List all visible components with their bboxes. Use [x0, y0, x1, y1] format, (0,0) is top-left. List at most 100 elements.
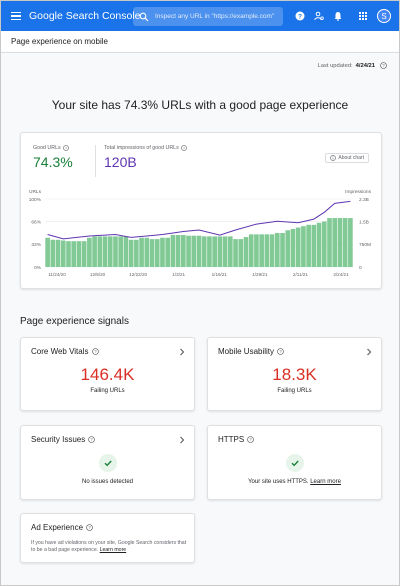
- page-experience-headline: Your site has 74.3% URLs with a good pag…: [51, 98, 349, 112]
- apps-grid-icon[interactable]: [358, 11, 368, 21]
- cwv-failing-label: Failing URLs: [90, 388, 125, 394]
- about-chart-button[interactable]: About chart: [325, 153, 369, 163]
- menu-icon[interactable]: [11, 12, 21, 20]
- help-circle-icon[interactable]: ?: [91, 348, 99, 355]
- left-tick-label: 33%: [31, 242, 41, 248]
- manage-users-icon[interactable]: [314, 11, 324, 21]
- mobile-failing-count: 18.3K: [272, 365, 317, 384]
- bar: [233, 239, 238, 267]
- help-circle-icon[interactable]: ?: [88, 436, 96, 443]
- good-urls-metric[interactable]: Good URLs ? 74.3%: [33, 145, 73, 170]
- bar: [170, 235, 176, 267]
- search-input[interactable]: [155, 13, 283, 20]
- bar: [327, 218, 332, 267]
- bar: [238, 239, 244, 267]
- bar: [97, 236, 103, 267]
- chevron-right-icon[interactable]: [179, 348, 185, 356]
- bar: [348, 218, 353, 267]
- chevron-right-icon[interactable]: [179, 436, 185, 444]
- bar: [259, 234, 264, 267]
- help-icon[interactable]: ?: [295, 11, 305, 21]
- svg-text:?: ?: [382, 63, 385, 68]
- bar: [280, 233, 285, 267]
- svg-text:?: ?: [279, 349, 282, 354]
- bar: [45, 237, 50, 267]
- last-updated-value: 4/24/21: [355, 62, 375, 69]
- security-issues-title: Security Issues: [31, 435, 86, 444]
- impressions-label: Total impressions of good URLs: [104, 145, 179, 151]
- check-icon: [98, 454, 117, 472]
- bar: [306, 224, 311, 267]
- help-circle-icon[interactable]: ?: [86, 524, 93, 531]
- ad-experience-description: If you have ad violations on your site, …: [31, 540, 189, 555]
- ad-experience-text: If you have ad violations on your site, …: [31, 540, 187, 554]
- bar: [254, 234, 259, 267]
- core-web-vitals-card[interactable]: Core Web Vitals ? 146.4K Failing URLs: [20, 337, 195, 411]
- bar: [118, 236, 124, 267]
- svg-text:?: ?: [298, 13, 302, 20]
- page-header: Page experience on mobile: [1, 31, 399, 53]
- bar: [102, 236, 108, 267]
- core-web-vitals-title: Core Web Vitals: [31, 347, 89, 356]
- bar: [243, 237, 249, 267]
- check-icon: [285, 454, 304, 472]
- help-circle-icon[interactable]: ?: [180, 145, 187, 151]
- bar: [123, 236, 129, 267]
- ad-learn-more-link[interactable]: Learn more: [99, 547, 127, 554]
- last-updated-label: Last updated:: [317, 62, 353, 69]
- good-urls-value: 74.3%: [33, 154, 73, 170]
- bar: [175, 235, 181, 267]
- bar: [285, 230, 291, 267]
- help-circle-icon[interactable]: ?: [277, 348, 284, 355]
- bar: [301, 226, 306, 267]
- bar: [196, 235, 202, 267]
- bar: [55, 239, 61, 267]
- notifications-icon[interactable]: [333, 11, 343, 21]
- ad-experience-card: Ad Experience ? If you have ad violation…: [20, 513, 195, 563]
- right-tick-label: 2.3B: [359, 197, 369, 203]
- search-icon: [139, 12, 149, 21]
- x-tick-label: 1/3/21: [172, 272, 185, 277]
- url-inspection-search[interactable]: [133, 7, 283, 26]
- bar: [269, 234, 275, 267]
- help-circle-icon[interactable]: ?: [380, 62, 387, 69]
- bar: [311, 224, 317, 267]
- bar: [92, 236, 97, 267]
- right-axis-title: Impressions: [345, 189, 371, 195]
- security-issues-card[interactable]: Security Issues ? No issues detected: [20, 425, 195, 500]
- chevron-right-icon[interactable]: [366, 348, 372, 356]
- left-tick-label: 66%: [31, 219, 41, 225]
- bar: [149, 239, 155, 267]
- mobile-usability-card[interactable]: Mobile Usability ? 18.3K Failing URLs: [207, 337, 382, 411]
- x-tick-label: 1/29/21: [252, 272, 268, 277]
- impressions-line: [47, 200, 351, 240]
- bar: [139, 237, 144, 267]
- bar: [128, 239, 134, 267]
- about-chart-label: About chart: [338, 155, 364, 161]
- impressions-metric[interactable]: Total impressions of good URLs ? 120B: [95, 145, 187, 177]
- left-tick-label: 100%: [29, 197, 42, 203]
- summary-chart-card: Good URLs ? 74.3% Total impressions of g…: [20, 132, 382, 289]
- bar: [217, 236, 223, 267]
- help-circle-icon[interactable]: ?: [62, 145, 69, 151]
- bar: [222, 236, 228, 267]
- left-tick-label: 0%: [34, 265, 42, 271]
- x-tick-label: 12/8/20: [90, 272, 106, 277]
- product-name[interactable]: Google Search Console: [29, 10, 141, 22]
- last-updated: Last updated: 4/24/21 ?: [318, 62, 387, 69]
- security-status: No issues detected: [81, 479, 134, 485]
- bar: [321, 221, 327, 267]
- help-circle-icon[interactable]: ?: [247, 436, 255, 443]
- bar: [342, 218, 348, 267]
- svg-text:?: ?: [183, 146, 185, 150]
- bar: [66, 241, 71, 267]
- bar: [113, 236, 118, 267]
- https-learn-more-link[interactable]: Learn more: [310, 479, 341, 485]
- right-tick-label: 750M: [359, 242, 371, 248]
- bar: [274, 233, 280, 267]
- account-avatar[interactable]: S: [377, 9, 391, 23]
- info-icon: [330, 155, 337, 161]
- bar: [201, 236, 207, 267]
- bar: [212, 236, 217, 267]
- bar: [144, 237, 150, 267]
